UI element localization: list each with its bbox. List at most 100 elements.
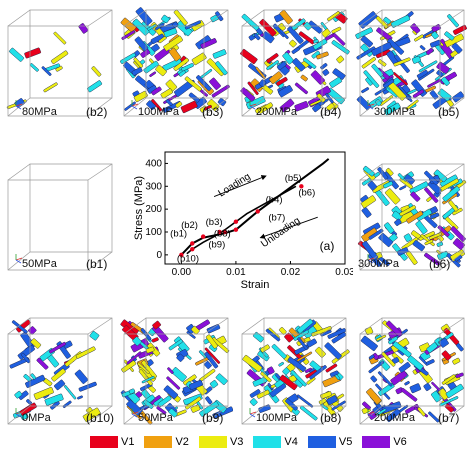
- cube-edges: [7, 163, 113, 271]
- point-annotation: (b3): [206, 217, 223, 228]
- axis-triad-icon: [131, 408, 139, 418]
- axis-triad-icon: [249, 100, 257, 110]
- chart-panel-label: (a): [320, 239, 335, 253]
- stress-strain-chart: 0.00 0.01 0.02 0.03 0 100 200 300 400 Strain Stres…: [133, 146, 355, 294]
- point-annotation: (b7): [268, 213, 285, 224]
- pressure-label: 200MPa: [374, 412, 415, 424]
- series-line-unloading: [186, 185, 297, 255]
- point-annotation: (b6): [298, 187, 315, 198]
- variant-domains: [9, 319, 101, 423]
- legend-label: V4: [284, 436, 298, 448]
- variant-domains: [355, 11, 467, 116]
- state-marker: [233, 227, 239, 232]
- plot-frame: [164, 151, 346, 265]
- cube-edges: [241, 9, 347, 117]
- panel-id-label: (b2): [86, 105, 108, 119]
- x-tick-label: 0.02: [281, 267, 301, 278]
- state-marker: [190, 241, 195, 246]
- y-tick-label: 400: [145, 158, 162, 169]
- cube-edges: [7, 317, 113, 425]
- state-marker: [190, 246, 195, 252]
- variant-domains: [120, 319, 233, 425]
- loading-label: Loading: [217, 171, 253, 199]
- y-axis-label: Stress (MPa): [133, 176, 145, 240]
- panel-id-label: (b6): [429, 257, 451, 271]
- axis-triad-icon: [367, 100, 375, 110]
- legend-swatch: [198, 436, 227, 448]
- cube-edges: [359, 317, 465, 425]
- state-marker: [179, 252, 184, 258]
- cube-edges: [359, 9, 465, 117]
- state-marker: [217, 229, 222, 235]
- legend: V1 V2 V3 V4 V5 V6: [90, 432, 407, 452]
- y-tick-label: 200: [145, 204, 162, 215]
- variant-domains: [120, 7, 230, 114]
- series-line-loading: [180, 158, 330, 256]
- cube-panel-b2: 80MPa (b2): [2, 4, 117, 119]
- cube-render: [241, 317, 350, 425]
- legend-label: V3: [229, 436, 244, 448]
- cube-panel-b1: 50MPa (b1): [2, 158, 117, 273]
- chart-svg: 0.00 0.01 0.02 0.03 0 100 200 300 400 Strain Stres…: [133, 151, 355, 291]
- axis-triad-icon: [15, 254, 23, 264]
- state-marker: [233, 219, 239, 224]
- axis-triad-icon: [15, 408, 23, 418]
- legend-item: V5: [307, 436, 352, 448]
- panel-id-label: (b7): [438, 411, 460, 425]
- state-marker: [200, 234, 206, 239]
- pressure-label: 50MPa: [22, 258, 57, 270]
- state-marker: [255, 209, 260, 214]
- panel-id-label: (b10): [86, 411, 115, 425]
- legend-label: V1: [121, 436, 135, 448]
- unloading-arrow: [259, 216, 318, 239]
- legend-item: V6: [362, 436, 407, 448]
- cube-edges: [241, 317, 347, 425]
- pressure-label: 0MPa: [22, 412, 51, 424]
- legend-swatch: [144, 436, 173, 448]
- cube-panel-b4: 200MPa (b4): [236, 4, 351, 119]
- variant-domains: [360, 320, 464, 423]
- panel-id-label: (b1): [86, 257, 108, 271]
- cube-render: [120, 317, 233, 425]
- cube-render: [240, 9, 350, 117]
- point-annotation: (b1): [170, 229, 187, 240]
- variant-domains: [6, 23, 103, 110]
- legend-item: V1: [90, 436, 134, 448]
- cube-edges: [7, 9, 113, 117]
- panel-id-label: (b3): [202, 105, 224, 119]
- legend-item: V4: [253, 436, 298, 448]
- cube-render: [355, 9, 467, 117]
- pressure-label: 50MPa: [138, 412, 173, 424]
- cube-panel-b5: 300MPa (b5): [354, 4, 469, 119]
- cube-panel-b3: 100MPa (b3): [118, 4, 233, 119]
- axis-triad-icon: [15, 100, 23, 110]
- y-tick-label: 100: [145, 227, 162, 238]
- state-marker: [299, 184, 304, 189]
- point-annotation: (b4): [266, 195, 283, 206]
- legend-swatch: [307, 436, 336, 448]
- pressure-label: 100MPa: [256, 412, 297, 424]
- x-tick-label: 0.03: [335, 267, 353, 278]
- cube-panel-b7: 200MPa (b7): [354, 312, 469, 427]
- cube-edges: [123, 9, 229, 117]
- axis-triad-icon: [367, 254, 375, 264]
- pressure-label: 200MPa: [256, 106, 297, 118]
- axis-triad-icon: [249, 408, 257, 418]
- x-tick-label: 0.01: [226, 267, 246, 278]
- pressure-label: 80MPa: [22, 106, 57, 118]
- cube-edges: [123, 317, 229, 425]
- y-tick-label: 300: [145, 181, 162, 192]
- legend-swatch: [90, 436, 118, 448]
- pressure-label: 300MPa: [358, 258, 399, 270]
- legend-label: V2: [175, 436, 189, 448]
- axis-triad-icon: [367, 408, 375, 418]
- y-tick-label: 0: [156, 250, 162, 261]
- pressure-label: 300MPa: [374, 106, 415, 118]
- cube-render: [359, 317, 465, 425]
- legend-item: V2: [144, 436, 189, 448]
- loading-arrow: [213, 175, 267, 197]
- point-annotation: (b10): [177, 254, 199, 265]
- legend-swatch: [253, 436, 282, 448]
- variant-domains: [358, 165, 467, 268]
- legend-item: V3: [198, 436, 244, 448]
